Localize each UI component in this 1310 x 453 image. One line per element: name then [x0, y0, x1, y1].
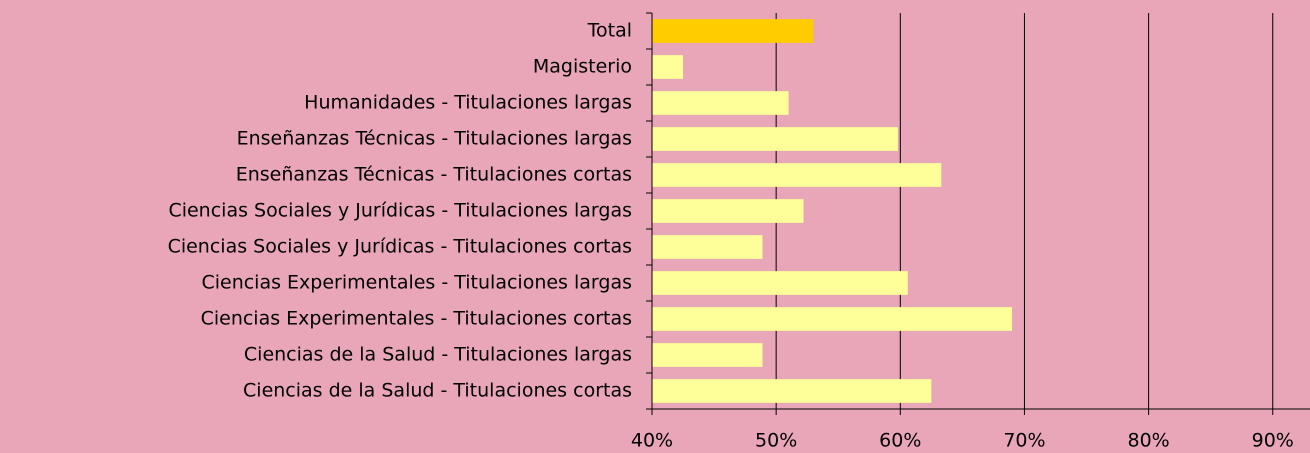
x-tick-label: 40% — [631, 430, 673, 452]
bar — [652, 199, 804, 223]
y-tick-label: Ciencias Experimentales - Titulaciones l… — [201, 272, 632, 294]
bar — [652, 163, 942, 187]
bar — [652, 127, 898, 151]
y-tick-label: Total — [587, 20, 632, 42]
y-tick-label: Ciencias de la Salud - Titulaciones cort… — [243, 380, 632, 402]
y-tick-label: Ciencias Sociales y Jurídicas - Titulaci… — [168, 236, 632, 258]
y-tick-label: Enseñanzas Técnicas - Titulaciones corta… — [236, 164, 632, 186]
bar — [652, 271, 908, 295]
bar — [652, 19, 814, 43]
bar — [652, 379, 932, 403]
bar — [652, 55, 684, 79]
x-tick-label: 70% — [1003, 430, 1045, 452]
x-tick-label: 80% — [1127, 430, 1169, 452]
y-tick-label: Magisterio — [533, 56, 632, 78]
x-tick-label: 90% — [1252, 430, 1294, 452]
y-tick-label: Enseñanzas Técnicas - Titulaciones larga… — [237, 128, 632, 150]
y-tick-label: Ciencias Experimentales - Titulaciones c… — [201, 308, 632, 330]
bar — [652, 91, 789, 115]
x-tick-label: 60% — [879, 430, 921, 452]
x-tick-label: 50% — [755, 430, 797, 452]
y-tick-label: Ciencias de la Salud - Titulaciones larg… — [244, 344, 632, 366]
y-tick-label: Humanidades - Titulaciones largas — [304, 92, 632, 114]
y-tick-label: Ciencias Sociales y Jurídicas - Titulaci… — [168, 200, 632, 222]
bar — [652, 307, 1013, 331]
bar — [652, 343, 763, 367]
bar — [652, 235, 763, 259]
